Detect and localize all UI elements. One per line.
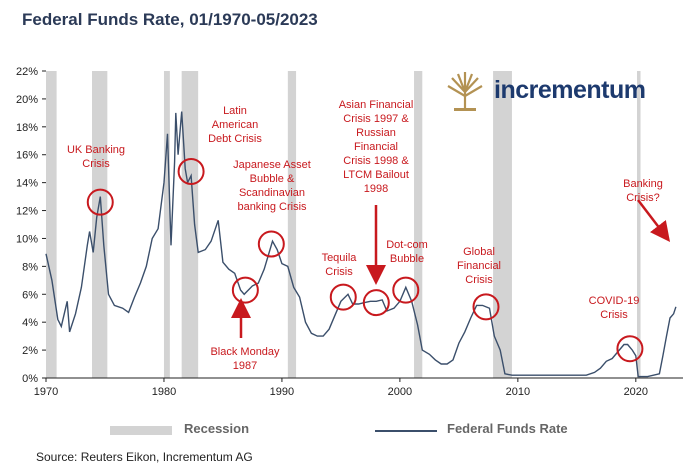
annotation-circle (392, 276, 420, 304)
annotation-circle (86, 188, 114, 216)
recession-band-2 (163, 71, 170, 378)
annotation-label: Banking Crisis? (623, 178, 663, 204)
annotation-circle (472, 293, 500, 321)
annotation-circle (177, 157, 205, 185)
annotation-label: Global Financial Crisis (457, 246, 501, 286)
y-tick-label: 18% (16, 122, 38, 134)
recession-band-3 (181, 71, 199, 378)
legend-rate-swatch (375, 430, 437, 432)
x-tick-label: 2000 (388, 386, 412, 398)
recession-bands (46, 71, 641, 378)
x-tick-label: 2020 (624, 386, 648, 398)
y-tick-label: 0% (22, 373, 38, 385)
recession-band-6 (493, 71, 512, 378)
fed-funds-rate-line (45, 111, 677, 378)
legend-rate-label: Federal Funds Rate (447, 421, 568, 436)
annotation-label: UK Banking Crisis (67, 144, 125, 170)
annotation-circle (257, 230, 285, 258)
annotation-labels: UK Banking Crisis Latin American Debt Crisis… (67, 99, 663, 372)
y-tick-label: 16% (16, 150, 38, 162)
y-tick-label: 2% (22, 345, 38, 357)
y-tick-label: 10% (16, 233, 38, 245)
logo-text: incrementum (494, 76, 646, 104)
annotation-label: Asian Financial Crisis 1997 & Russian Finan… (339, 99, 414, 195)
y-tick-label: 6% (22, 289, 38, 301)
annotation-label: Black Monday 1987 (210, 346, 280, 372)
annotation-circle (329, 283, 357, 311)
recession-band-5 (414, 71, 423, 378)
annotation-arrows (231, 199, 671, 338)
x-tick-label: 1980 (152, 386, 176, 398)
recession-band-1 (92, 71, 108, 378)
incrementum-logo: incrementum (444, 70, 654, 114)
recession-band-0 (46, 71, 57, 378)
chart-area: 0% 2% 4% 6% 8% 10% 12% 14% 16% 18% 20% 22% 1970 1980 1… (16, 66, 683, 398)
recession-band-7 (636, 71, 641, 378)
x-tick-label: 2010 (506, 386, 530, 398)
annotation-label: Dot-com Bubble (386, 239, 428, 265)
y-tick-label: 4% (22, 317, 38, 329)
annotation-circle (231, 276, 259, 304)
legend: Recession Federal Funds Rate (0, 418, 700, 442)
y-tick-label: 22% (16, 66, 38, 78)
source-note: Source: Reuters Eikon, Incrementum AG (36, 450, 253, 464)
annotation-circles (86, 157, 644, 363)
legend-recession-label: Recession (184, 421, 250, 436)
y-tick-label: 12% (16, 206, 38, 218)
x-tick-label: 1970 (34, 386, 58, 398)
y-tick-label: 8% (22, 261, 38, 273)
annotation-arrow (637, 199, 671, 242)
y-tick-label: 20% (16, 94, 38, 106)
legend-recession-swatch (110, 426, 172, 435)
annotation-label: Latin American Debt Crisis (208, 105, 262, 145)
annotation-label: Tequila Crisis (322, 252, 358, 278)
annotation-circle (616, 335, 644, 363)
annotation-circle (362, 289, 390, 317)
annotation-label: Japanese Asset Bubble & Scandinavian bankin… (233, 159, 311, 213)
tree-emblem-icon (446, 72, 484, 111)
axes: 0% 2% 4% 6% 8% 10% 12% 14% 16% 18% 20% 22% 1970 1980 1… (16, 66, 683, 398)
x-tick-label: 1990 (270, 386, 294, 398)
recession-band-4 (287, 71, 297, 378)
y-tick-label: 14% (16, 178, 38, 190)
annotation-label: COVID-19 Crisis (589, 295, 640, 321)
chart-title: Federal Funds Rate, 01/1970-05/2023 (22, 10, 318, 29)
